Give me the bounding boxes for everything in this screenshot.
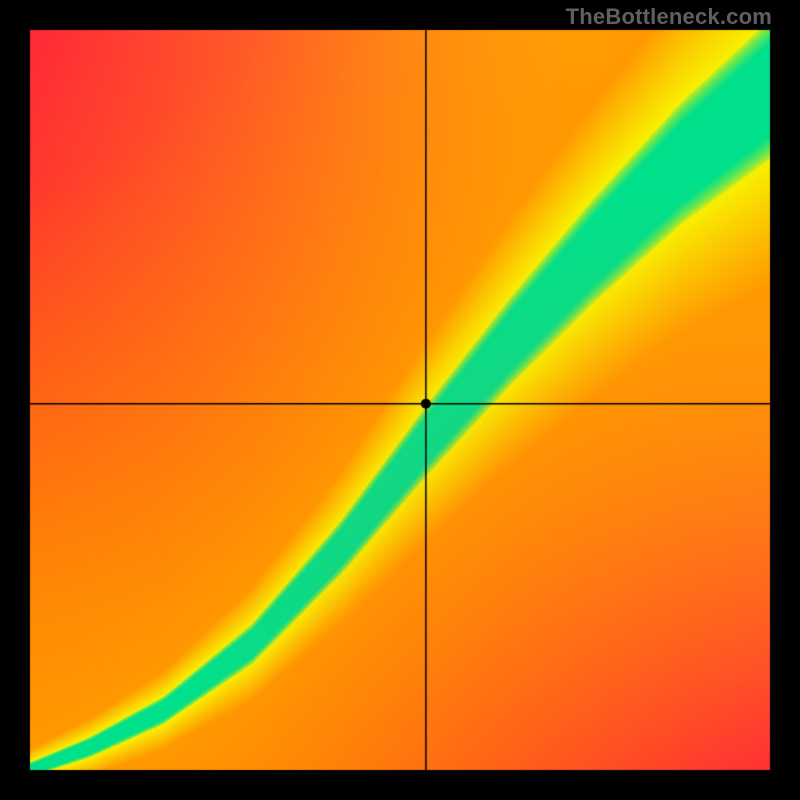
figure-root: TheBottleneck.com bbox=[0, 0, 800, 800]
bottleneck-heatmap-canvas bbox=[0, 0, 800, 800]
watermark-text: TheBottleneck.com bbox=[566, 4, 772, 30]
